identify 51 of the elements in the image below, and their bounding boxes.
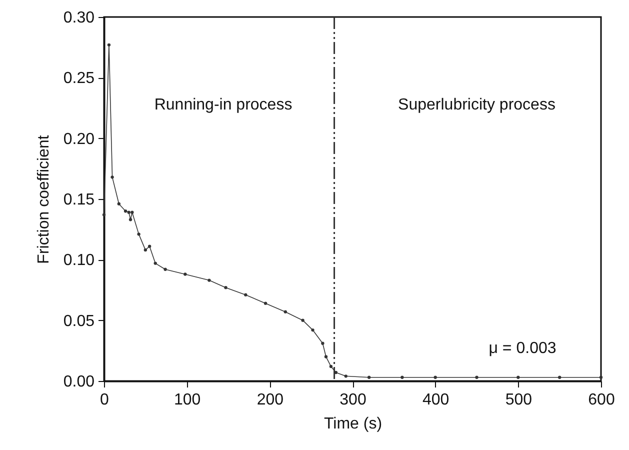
y-tick-label: 0.20 [63,130,95,148]
point [311,328,314,332]
point [434,376,437,379]
point [367,376,371,379]
point [599,376,603,379]
annotation: Superlubricity process [398,96,556,114]
point [128,218,132,222]
x-tick-label: 200 [256,392,284,408]
point [110,176,114,179]
y-tick-label: 0.15 [63,192,95,208]
point [184,272,187,276]
x-axis-title: Time (s) [324,416,382,432]
point [329,364,333,368]
point [102,213,106,216]
point [130,210,134,214]
point [208,278,211,282]
y-tick-label: 0.00 [63,374,95,390]
point [264,302,268,305]
point [244,293,248,296]
x-tick-label: 300 [340,392,366,408]
y-tick-label: 0.10 [63,252,95,270]
point [516,376,520,379]
point [148,244,152,248]
point [284,310,287,314]
y-tick-label: 0.25 [63,70,95,88]
y-tick-label: 0.05 [63,312,95,330]
point [137,232,140,236]
x-tick-label: 500 [505,392,532,408]
y-tick-label: 0.30 [63,10,95,26]
point [154,262,157,265]
point [301,318,304,322]
annotation: μ = 0.003 [488,340,556,358]
y-axis-title: Friction coefficient [35,134,52,264]
point [124,210,128,213]
point [144,248,147,252]
x-tick-label: 0 [100,392,110,408]
point [164,268,167,271]
point [344,374,348,378]
point [224,286,228,290]
point [117,202,120,206]
point [127,210,130,214]
point [107,43,111,46]
x-tick-label: 100 [174,392,201,408]
annotation: Running-in process [154,96,292,114]
x-tick-label: 600 [588,392,615,408]
x-tick-label: 400 [422,392,450,408]
point [321,342,324,345]
point [475,376,478,379]
point [400,376,404,379]
point [558,376,562,379]
point [324,355,328,358]
